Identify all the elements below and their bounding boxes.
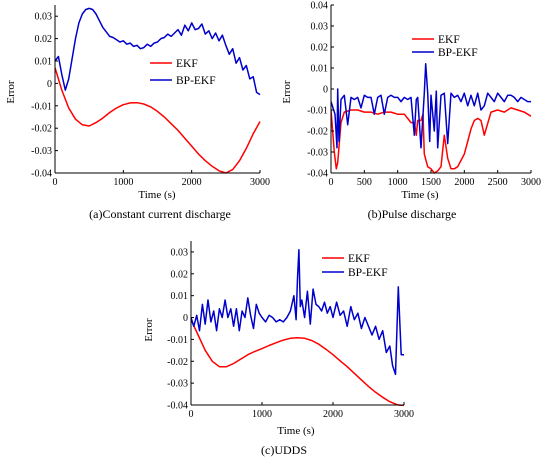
chart-b-legend: EKF BP-EKF [412, 34, 478, 59]
series-line-ekf [55, 67, 261, 174]
y-tick-label: -0.02 [31, 124, 52, 135]
chart-b-ylabel: Error [281, 80, 293, 104]
x-tick-label: 0 [53, 177, 58, 188]
x-tick-label: 1000 [388, 177, 408, 188]
chart-a: 0 1000 2000 3000 -0.04 -0.03 -0.02 -0.01 0 0.01 0.… [5, 5, 270, 221]
x-tick-label: 0 [329, 177, 334, 188]
legend-label-ekf: EKF [176, 58, 198, 70]
x-tick-label: 1500 [421, 177, 441, 188]
y-tick-label: -0.04 [167, 401, 188, 412]
y-tick-label: -0.02 [307, 127, 328, 138]
series-line-bp-ekf [55, 7, 261, 96]
chart-b: 0 500 1000 1500 2000 2500 3000 -0.04 -0.03 -0.02 -… [281, 1, 541, 222]
chart-a-legend: EKF BP-EKF [150, 58, 216, 87]
series-line-ekf [331, 107, 532, 174]
x-tick-label: 2000 [454, 177, 474, 188]
series-line-ekf [191, 319, 405, 406]
x-tick-label: 1000 [252, 409, 272, 420]
y-tick-label: -0.02 [167, 357, 188, 368]
x-tick-label: 500 [357, 177, 372, 188]
y-tick-label: 0.02 [311, 43, 329, 54]
chart-c: 0 1000 2000 3000 -0.04 -0.03 -0.02 -0.01 0 0.01 0.… [143, 241, 414, 457]
x-tick-label: 1000 [113, 177, 133, 188]
y-tick-label: 0 [323, 85, 328, 96]
chart-c-legend: EKF BP-EKF [322, 253, 388, 279]
y-tick-label: 0.01 [35, 57, 53, 68]
y-tick-label: 0 [183, 313, 188, 324]
chart-c-caption: (c)UDDS [261, 443, 307, 457]
y-tick-label: 0.03 [35, 12, 53, 23]
y-tick-label: 0.01 [311, 64, 329, 75]
y-tick-label: 0.03 [171, 247, 189, 258]
y-tick-label: -0.03 [307, 148, 328, 159]
legend-label-bp-ekf: BP-EKF [438, 47, 478, 59]
x-tick-label: 2000 [182, 177, 202, 188]
y-tick-label: -0.04 [31, 169, 52, 180]
y-tick-label: 0.03 [311, 22, 329, 33]
y-tick-label: -0.03 [167, 379, 188, 390]
x-tick-label: 3000 [521, 177, 541, 188]
legend-label-bp-ekf: BP-EKF [348, 267, 388, 279]
y-tick-label: 0 [47, 79, 52, 90]
chart-c-ylabel: Error [143, 318, 155, 342]
chart-b-xlabel: Time (s) [401, 189, 439, 201]
x-tick-label: 2000 [323, 409, 343, 420]
y-tick-label: -0.01 [31, 101, 52, 112]
y-tick-label: -0.01 [307, 106, 328, 117]
legend-label-ekf: EKF [348, 253, 370, 265]
chart-a-xlabel: Time (s) [138, 189, 176, 201]
legend-label-ekf: EKF [438, 34, 460, 46]
y-tick-label: 0.02 [171, 269, 189, 280]
y-tick-label: -0.01 [167, 335, 188, 346]
chart-a-ylabel: Error [5, 80, 17, 104]
y-tick-label: 0.02 [35, 34, 53, 45]
x-tick-label: 0 [189, 409, 194, 420]
y-tick-label: -0.04 [307, 169, 328, 180]
y-tick-label: -0.03 [31, 146, 52, 157]
chart-b-caption: (b)Pulse discharge [368, 207, 457, 221]
x-tick-label: 3000 [394, 409, 414, 420]
x-tick-label: 3000 [250, 177, 270, 188]
series-line-bp-ekf [191, 248, 404, 376]
x-tick-label: 2500 [488, 177, 508, 188]
series-line-bp-ekf [331, 63, 531, 149]
y-tick-label: 0.01 [171, 291, 189, 302]
chart-a-caption: (a)Constant current discharge [89, 207, 231, 221]
legend-label-bp-ekf: BP-EKF [176, 75, 216, 87]
chart-c-xlabel: Time (s) [277, 425, 315, 437]
y-tick-label: 0.04 [311, 1, 329, 12]
